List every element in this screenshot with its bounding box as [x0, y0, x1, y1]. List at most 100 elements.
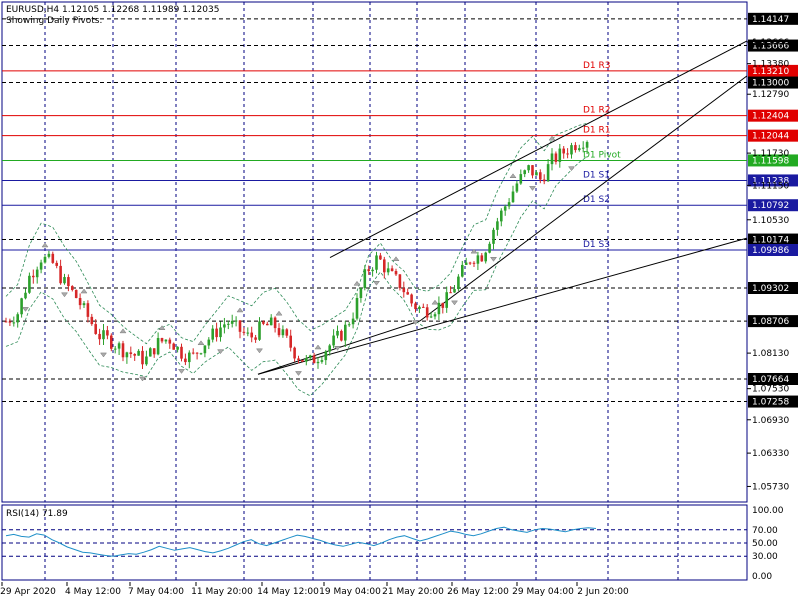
x-tick-label: 19 May 04:00	[319, 587, 381, 597]
candle-body	[281, 329, 285, 336]
candle-body	[137, 350, 140, 356]
candle-body	[133, 354, 136, 356]
candle-body	[195, 352, 199, 354]
candle-body	[433, 314, 437, 317]
candle-body	[219, 327, 222, 338]
rsi-tick-label: 70.00	[752, 526, 778, 536]
price-axis-labels: 1.13666 1.13380 1.12790 1.11730 1.11150 1.105…	[747, 38, 789, 492]
candle-body	[203, 345, 207, 354]
fractal-up-marker	[275, 310, 283, 316]
trendline	[329, 40, 748, 258]
candle-body	[71, 286, 74, 290]
candle-body	[558, 148, 562, 162]
price-tag-label: 1.13210	[752, 67, 789, 77]
candle-body	[472, 262, 476, 264]
fractal-down-marker	[529, 186, 536, 191]
candle-body	[476, 255, 480, 264]
x-tick-label: 14 May 12:00	[257, 587, 319, 597]
x-tick-label: 29 Apr 2020	[0, 587, 56, 597]
y-tick-label: 1.10530	[752, 216, 789, 226]
price-tag-label: 1.12044	[752, 132, 789, 142]
candle-body	[347, 324, 351, 326]
candle-body	[383, 259, 386, 273]
price-tag-label: 1.09302	[752, 284, 789, 294]
candle-body	[250, 332, 253, 338]
candle-body	[293, 347, 296, 359]
candle-body	[90, 316, 94, 325]
price-tag	[748, 233, 798, 246]
candle-body	[468, 262, 472, 264]
price-tag	[748, 39, 798, 52]
candle-body	[305, 358, 308, 362]
candle-body	[86, 303, 90, 317]
candle-body	[336, 330, 339, 336]
level-name: D1 S1	[583, 170, 610, 180]
price-tag-label: 1.07664	[752, 375, 789, 385]
candle-body	[457, 276, 460, 290]
candle-body	[242, 331, 246, 333]
rsi-label: RSI(14) 71.89	[6, 509, 68, 519]
candle-body	[574, 145, 577, 151]
candle-body	[266, 323, 269, 326]
level-name: D1 S3	[583, 240, 610, 250]
candle-body	[566, 153, 569, 155]
level-name: D1 R2	[583, 106, 611, 116]
fractal-up-marker	[80, 288, 88, 294]
candle-body	[164, 339, 168, 342]
candle-body	[211, 328, 214, 340]
y-tick-label: 1.12790	[752, 90, 789, 100]
candle-body	[82, 303, 86, 306]
candle-body	[398, 274, 402, 289]
candle-body	[484, 252, 487, 262]
candle-body	[496, 221, 499, 230]
y-tick-label: 1.05730	[752, 482, 789, 492]
candle-body	[492, 229, 495, 244]
price-tag	[748, 64, 798, 77]
fractal-up-marker	[431, 299, 439, 305]
candle-body	[285, 329, 289, 336]
fractal-up-marker	[41, 242, 49, 248]
y-tick-label: 1.11150	[752, 181, 789, 191]
price-tag-label: 1.10174	[752, 236, 789, 246]
candle-body	[344, 324, 347, 341]
price-tag-label: 1.11598	[752, 156, 789, 166]
candle-body	[184, 358, 187, 363]
candle-body	[74, 289, 78, 298]
lower-band	[5, 156, 588, 397]
level-name: D1 R3	[583, 61, 611, 71]
candle-body	[535, 172, 538, 176]
price-tag	[748, 315, 798, 328]
fractal-up-marker	[197, 340, 205, 346]
price-tag	[748, 244, 798, 256]
candle-body	[570, 145, 573, 155]
fractal-up-marker	[548, 135, 556, 141]
candle-body	[367, 269, 370, 272]
fractal-up-marker	[509, 173, 517, 179]
price-tag	[748, 282, 798, 294]
candle-body	[320, 360, 324, 362]
candle-body	[125, 352, 129, 358]
candle-body	[355, 297, 359, 319]
fractal-down-marker	[178, 369, 185, 374]
candle-body	[406, 292, 409, 295]
candle-body	[359, 288, 363, 298]
x-tick-label: 11 May 20:00	[191, 587, 253, 597]
candle-body	[67, 277, 70, 287]
candle-body	[515, 183, 519, 192]
candle-body	[523, 170, 526, 175]
symbol-header: EURUSD,H4 1.12105 1.12268 1.11989 1.1203…	[6, 5, 219, 15]
candle-body	[324, 351, 328, 361]
candle-body	[59, 265, 62, 284]
candle-body	[78, 297, 82, 306]
candle-body	[121, 343, 125, 358]
candle-body	[32, 275, 35, 278]
fractal-up-marker	[392, 256, 400, 261]
rsi-tick-label: 100.00	[752, 506, 784, 516]
candle-body	[24, 292, 27, 299]
candle-body	[542, 179, 546, 182]
candle-body	[277, 328, 281, 336]
candle-body	[539, 172, 542, 180]
candle-body	[297, 358, 300, 361]
candle-body	[129, 352, 133, 355]
price-tag	[748, 76, 798, 89]
